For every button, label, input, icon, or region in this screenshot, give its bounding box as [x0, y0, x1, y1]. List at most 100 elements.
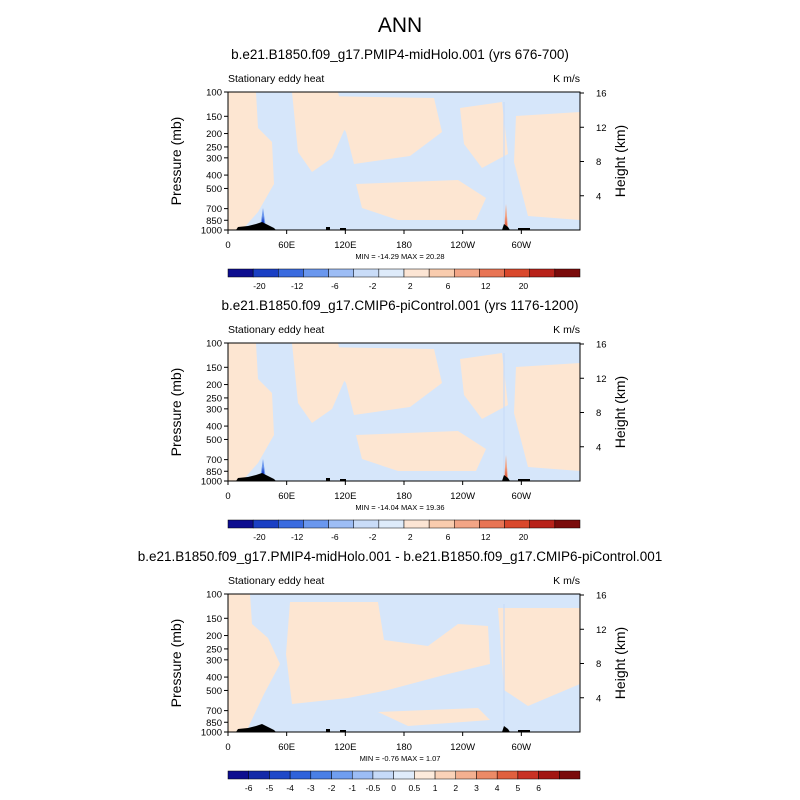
- topography-small-3: [518, 479, 530, 481]
- topography-small-1: [326, 227, 330, 230]
- min-max-label: MIN = -0.76 MAX = 1.07: [360, 754, 441, 763]
- x-tick-label: 120W: [450, 240, 475, 251]
- y-axis-right-label: Height (km): [612, 376, 628, 448]
- y-axis-label: Pressure (mb): [168, 619, 184, 708]
- y-tick-label: 200: [206, 631, 222, 642]
- colorbar-label: -6: [245, 783, 253, 793]
- topography-small-1: [326, 729, 330, 732]
- y-axis-label: Pressure (mb): [168, 368, 184, 457]
- contour-region-4: [356, 180, 486, 220]
- x-tick-label: 0: [225, 240, 230, 251]
- colorbar-swatch: [248, 770, 270, 780]
- contour-region-1: [228, 92, 274, 230]
- y-tick-right-label: 4: [596, 693, 601, 704]
- contour-region-2: [286, 602, 490, 704]
- colorbar-swatch: [227, 268, 254, 278]
- colorbar-swatch: [378, 268, 405, 278]
- x-tick-label: 60E: [278, 240, 295, 251]
- units-label: K m/s: [553, 73, 580, 85]
- y-tick-label: 100: [206, 339, 222, 350]
- colorbar-label: -2: [328, 783, 336, 793]
- contour-region-3: [318, 347, 442, 415]
- colorbar-swatch: [529, 268, 556, 278]
- colorbar-swatch: [303, 519, 329, 529]
- topography-small-3: [518, 730, 530, 732]
- colorbar-swatch: [504, 519, 530, 529]
- panel-title: b.e21.B1850.f09_g17.CMIP6-piControl.001 …: [222, 298, 579, 313]
- colorbar-label: -3: [307, 783, 315, 793]
- colorbar-swatch: [428, 519, 455, 529]
- colorbar-label: 20: [519, 281, 529, 291]
- colorbar-label: 6: [536, 783, 541, 793]
- colorbar-swatch: [529, 519, 556, 529]
- topography-africa-asia: [236, 222, 276, 230]
- contour-region-3: [318, 96, 442, 164]
- y-tick-label: 1000: [201, 477, 222, 488]
- y-tick-right-label: 12: [596, 625, 607, 636]
- y-tick-label: 200: [206, 380, 222, 391]
- y-tick-label: 100: [206, 88, 222, 99]
- field-label: Stationary eddy heat: [228, 324, 324, 336]
- x-tick-label: 180: [396, 491, 412, 502]
- x-tick-label: 180: [396, 240, 412, 251]
- y-tick-right-label: 8: [596, 157, 601, 168]
- y-axis-right-label: Height (km): [612, 627, 628, 699]
- y-tick-label: 500: [206, 686, 222, 697]
- colorbar-swatch: [328, 268, 354, 278]
- colorbar-swatch: [504, 268, 530, 278]
- colorbar-label: -2: [369, 281, 377, 291]
- colorbar-label: 1: [433, 783, 438, 793]
- colorbar-swatch: [353, 519, 380, 529]
- topography-africa-asia: [236, 724, 276, 732]
- y-tick-label: 200: [206, 129, 222, 140]
- colorbar-label: -4: [286, 783, 294, 793]
- colorbar-swatch: [496, 770, 519, 780]
- contour-region-1: [228, 594, 280, 732]
- y-tick-right-label: 16: [596, 340, 607, 351]
- colorbar-swatch: [353, 268, 380, 278]
- y-tick-label: 400: [206, 171, 222, 182]
- colorbar-label: -0.5: [366, 783, 381, 793]
- colorbar-swatch: [476, 770, 498, 780]
- colorbar-swatch: [351, 770, 374, 780]
- x-tick-label: 120W: [450, 742, 475, 753]
- units-label: K m/s: [553, 324, 580, 336]
- colorbar-label: 0.5: [408, 783, 420, 793]
- panel-title: b.e21.B1850.f09_g17.PMIP4-midHolo.001 (y…: [231, 47, 569, 62]
- topography-small-2: [340, 730, 346, 732]
- colorbar-swatch: [393, 770, 415, 780]
- y-tick-label: 700: [206, 706, 222, 717]
- colorbar-swatch: [310, 770, 332, 780]
- colorbar-label: 2: [408, 281, 413, 291]
- colorbar-swatch: [517, 770, 539, 780]
- y-tick-label: 150: [206, 363, 222, 374]
- y-tick-label: 300: [206, 404, 222, 415]
- colorbar-label: 6: [446, 281, 451, 291]
- contour-region-5: [460, 102, 508, 168]
- colorbar-swatch: [303, 268, 329, 278]
- colorbar-label: -20: [253, 281, 266, 291]
- field-label: Stationary eddy heat: [228, 73, 324, 85]
- colorbar-label: 2: [453, 783, 458, 793]
- y-tick-right-label: 16: [596, 89, 607, 100]
- colorbar-swatch: [454, 519, 480, 529]
- colorbar-swatch: [331, 770, 353, 780]
- y-tick-right-label: 4: [596, 442, 601, 453]
- y-tick-label: 150: [206, 112, 222, 123]
- colorbar-swatch: [434, 770, 457, 780]
- y-tick-label: 150: [206, 614, 222, 625]
- colorbar-swatch: [538, 770, 560, 780]
- colorbar-swatch: [269, 770, 291, 780]
- colorbar-swatch: [479, 268, 505, 278]
- x-tick-label: 0: [225, 742, 230, 753]
- colorbar-label: -12: [291, 532, 304, 542]
- y-tick-label: 500: [206, 435, 222, 446]
- x-tick-label: 60E: [278, 491, 295, 502]
- y-tick-right-label: 8: [596, 659, 601, 670]
- x-tick-label: 60W: [512, 491, 532, 502]
- panel-1: b.e21.B1850.f09_g17.PMIP4-midHolo.001 (y…: [168, 47, 628, 291]
- y-tick-label: 700: [206, 455, 222, 466]
- colorbar-label: 0: [391, 783, 396, 793]
- y-tick-label: 500: [206, 184, 222, 195]
